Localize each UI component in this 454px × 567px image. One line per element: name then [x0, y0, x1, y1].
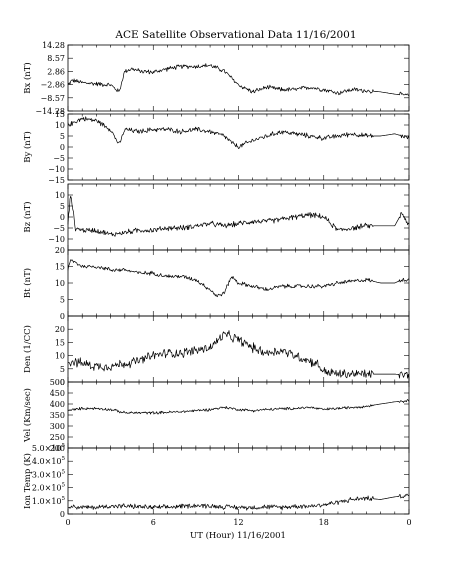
panel-bz: 10 5 0 −5 −10 Bz (nT) — [22, 183, 410, 251]
y-tick-label-temp: 3.0×105 — [32, 469, 66, 479]
y-tick-label-temp: 4.0×105 — [32, 456, 66, 466]
y-tick-label-bx: 2.86 — [47, 67, 65, 76]
exponent-temp: 5 — [62, 456, 66, 462]
series-line-bx — [67, 63, 410, 96]
y-tick-label-bt: 10 — [55, 279, 65, 288]
y-tick-label-vel: 300 — [50, 422, 65, 431]
panel-by: 15 10 5 0 −5 −10 −15 By (nT) — [22, 110, 410, 185]
exponent-temp: 5 — [62, 469, 66, 475]
y-tick-label-by: −10 — [48, 165, 65, 174]
y-axis-label-bz: Bz (nT) — [22, 201, 33, 232]
y-tick-label-bx: 8.57 — [47, 54, 65, 63]
y-axis-label-temp: Ion Temp (K) — [22, 453, 33, 509]
x-tick-label: 12 — [233, 518, 243, 527]
y-tick-label-vel: 200 — [50, 444, 65, 453]
y-tick-label-by: 5 — [60, 132, 65, 141]
series-line-bz — [67, 195, 410, 237]
exponent-temp: 5 — [62, 443, 66, 449]
y-tick-label-by: −5 — [53, 154, 65, 163]
exponent-temp: 5 — [62, 483, 66, 489]
panels: 14.28 8.57 2.86 −2.86 −8.57 −14.28 Bx (nT) 15 10… — [22, 41, 412, 527]
y-tick-label-den: 0 — [60, 378, 65, 387]
x-axis-label: UT (Hour) 11/16/2001 — [190, 530, 286, 541]
y-tick-label-bt: 15 — [55, 263, 65, 272]
y-tick-label-bt: 20 — [55, 246, 65, 255]
y-tick-label-bx: −2.86 — [40, 81, 65, 90]
series-line-bt — [67, 259, 410, 298]
panel-frame-vel — [67, 381, 410, 449]
y-axis-label-bt: Bt (nT) — [22, 268, 33, 298]
panel-frame-bz — [67, 183, 410, 251]
panel-den: 20 15 10 5 0 Den (1/CC) — [22, 315, 410, 387]
panel-frame-temp — [67, 447, 410, 515]
y-tick-label-vel: 350 — [50, 411, 65, 420]
y-axis-label-bx: Bx (nT) — [22, 62, 33, 94]
y-tick-label-bt: 0 — [60, 312, 65, 321]
panel-frame-bx — [67, 44, 410, 112]
y-tick-label-bt: 5 — [60, 296, 65, 305]
y-tick-label-by: 10 — [55, 121, 65, 130]
y-axis-label-vel: Vel (Km/sec) — [22, 388, 33, 443]
panel-bt: 20 15 10 5 0 Bt (nT) — [22, 246, 410, 321]
y-tick-label-vel: 400 — [50, 400, 65, 409]
y-axis-label-by: By (nT) — [22, 131, 33, 163]
x-tick-label: 6 — [151, 518, 156, 527]
series-line-by — [67, 116, 410, 149]
series-line-temp — [67, 493, 410, 511]
x-tick-label: 0 — [406, 518, 411, 527]
y-tick-label-bz: −5 — [53, 224, 65, 233]
y-tick-label-vel: 450 — [50, 389, 65, 398]
y-tick-label-by: −15 — [48, 176, 65, 185]
chart-title: ACE Satellite Observational Data 11/16/2… — [114, 29, 356, 41]
y-tick-label-vel: 250 — [50, 433, 65, 442]
y-tick-label-temp: 2.0×105 — [32, 483, 66, 493]
y-tick-label-bz: 10 — [55, 191, 65, 200]
y-tick-label-den: 5 — [60, 365, 65, 374]
exponent-temp: 5 — [62, 496, 66, 502]
y-tick-label-den: 20 — [55, 325, 65, 334]
panel-bx: 14.28 8.57 2.86 −2.86 −8.57 −14.28 Bx (nT) — [22, 41, 410, 116]
x-tick-label: 18 — [319, 518, 329, 527]
y-tick-label-temp: 5.0×105 — [32, 443, 66, 453]
y-tick-label-by: 15 — [55, 110, 65, 119]
y-tick-label-bx: −14.28 — [35, 107, 65, 116]
x-tick-label: 0 — [65, 518, 70, 527]
y-tick-label-bz: 0 — [60, 213, 65, 222]
y-tick-label-bx: −8.57 — [40, 94, 65, 103]
y-tick-label-den: 10 — [55, 352, 65, 361]
y-tick-label-bz: −10 — [48, 235, 65, 244]
panel-vel: 500 450 400 350 300 250 200 Vel (Km/sec) — [22, 378, 410, 453]
y-tick-label-bx: 14.28 — [42, 41, 65, 50]
series-line-den — [68, 330, 410, 381]
y-tick-label-bz: 5 — [60, 202, 65, 211]
y-tick-label-vel: 500 — [50, 378, 65, 387]
y-tick-label-den: 15 — [55, 338, 65, 347]
panel-frame-by — [67, 113, 410, 181]
y-tick-label-by: 0 — [60, 143, 65, 152]
series-line-vel — [67, 399, 410, 415]
y-tick-label-temp: 0 — [60, 510, 65, 519]
panel-temp: 5.0×105 4.0×105 3.0×105 2.0×105 1.0×105 0 Ion … — [22, 443, 410, 519]
y-tick-label-temp: 1.0×105 — [32, 496, 66, 506]
y-axis-label-den: Den (1/CC) — [22, 325, 33, 373]
